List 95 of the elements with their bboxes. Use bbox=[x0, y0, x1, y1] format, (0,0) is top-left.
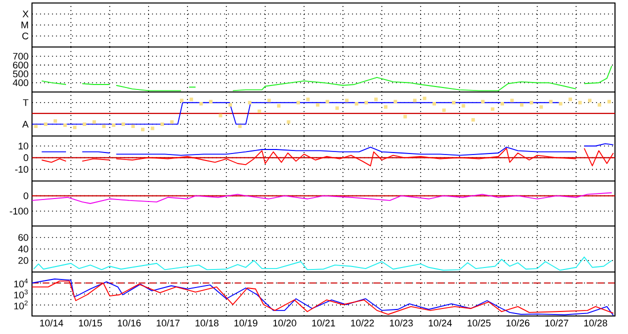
point bbox=[112, 123, 116, 127]
x-tick-label: 10/27 bbox=[545, 319, 568, 326]
x-tick-label: 10/16 bbox=[118, 319, 141, 326]
point bbox=[170, 120, 174, 124]
point bbox=[568, 98, 572, 102]
point bbox=[471, 118, 475, 122]
x-tick-label: 10/18 bbox=[196, 319, 218, 326]
point bbox=[500, 102, 504, 106]
y-tick-label: 400 bbox=[12, 79, 28, 86]
point bbox=[394, 100, 398, 104]
point bbox=[209, 100, 213, 104]
point bbox=[432, 102, 436, 106]
point bbox=[122, 122, 126, 126]
y-tick-label: 700 bbox=[13, 52, 28, 60]
point bbox=[296, 100, 300, 104]
y-tick-label: 0 bbox=[24, 192, 28, 200]
point bbox=[345, 98, 349, 102]
x-tick-label: 10/21 bbox=[312, 319, 336, 326]
point bbox=[180, 98, 184, 102]
point bbox=[44, 122, 48, 126]
point bbox=[228, 103, 232, 107]
y-tick-label: 10$^{4}$ bbox=[14, 278, 28, 288]
y-tick-label: 10$^{3}$ bbox=[14, 290, 28, 298]
y-tick-label: -10 bbox=[15, 166, 28, 173]
x-tick-label: 10/26 bbox=[506, 319, 530, 326]
point bbox=[34, 124, 38, 128]
point bbox=[248, 100, 252, 104]
y-tick-label: 500 bbox=[12, 70, 28, 78]
y-tick-label: 10$^{2}$ bbox=[14, 300, 28, 310]
y-tick-label: 0 bbox=[24, 154, 28, 162]
point bbox=[54, 119, 58, 123]
x-tick-label: 10/23 bbox=[390, 319, 413, 326]
point bbox=[588, 98, 592, 102]
point bbox=[374, 98, 378, 102]
point bbox=[510, 98, 514, 102]
y-tick-label: 40 bbox=[18, 246, 28, 252]
y-tick-label: 20 bbox=[18, 257, 28, 264]
y-tick-label: 10 bbox=[18, 142, 28, 150]
point bbox=[286, 120, 290, 124]
point bbox=[442, 108, 446, 112]
point bbox=[258, 110, 262, 114]
text: T bbox=[22, 99, 28, 106]
point bbox=[462, 104, 466, 108]
x-tick-label: 10/24 bbox=[428, 319, 452, 326]
point bbox=[403, 114, 407, 118]
point bbox=[481, 100, 485, 104]
text: A bbox=[22, 120, 29, 128]
point bbox=[306, 98, 310, 102]
point bbox=[607, 100, 611, 104]
point bbox=[413, 98, 417, 102]
y-tick-label: 60 bbox=[18, 234, 28, 241]
point bbox=[277, 104, 281, 108]
point bbox=[82, 122, 86, 126]
point bbox=[238, 124, 242, 128]
x-tick-label: 10/19 bbox=[234, 319, 258, 326]
x-tick-label: 10/15 bbox=[79, 319, 102, 326]
y-tick-label: 600 bbox=[13, 62, 28, 68]
point bbox=[530, 100, 534, 104]
point bbox=[490, 107, 494, 111]
point bbox=[422, 96, 426, 100]
x-tick-label: 10/14 bbox=[40, 319, 64, 326]
point bbox=[102, 124, 106, 128]
point bbox=[520, 103, 524, 107]
point bbox=[267, 98, 271, 102]
text: X bbox=[22, 10, 29, 18]
point bbox=[539, 105, 543, 109]
point bbox=[73, 126, 76, 130]
point bbox=[218, 114, 222, 118]
y-tick-label: -100 bbox=[10, 208, 28, 215]
point bbox=[335, 106, 339, 110]
point bbox=[326, 100, 330, 104]
point bbox=[452, 100, 456, 104]
point bbox=[190, 98, 194, 102]
point bbox=[598, 103, 602, 107]
point bbox=[364, 100, 368, 104]
point bbox=[199, 102, 203, 106]
x-tick-label: 10/28 bbox=[584, 319, 608, 326]
x-tick-label: 10/20 bbox=[273, 319, 296, 326]
point bbox=[558, 102, 562, 106]
point bbox=[92, 120, 96, 124]
point bbox=[160, 122, 164, 126]
point bbox=[354, 102, 358, 106]
x-tick-label: 10/22 bbox=[351, 319, 374, 326]
point bbox=[549, 100, 553, 104]
point bbox=[316, 103, 320, 107]
point bbox=[384, 105, 388, 109]
point bbox=[131, 124, 135, 128]
point bbox=[578, 100, 582, 104]
text: M bbox=[22, 22, 28, 28]
point bbox=[63, 123, 67, 127]
point bbox=[141, 128, 145, 132]
text: C bbox=[22, 32, 28, 40]
x-tick-label: 10/25 bbox=[468, 319, 491, 326]
point bbox=[150, 126, 154, 130]
x-tick-label: 10/17 bbox=[156, 319, 180, 326]
